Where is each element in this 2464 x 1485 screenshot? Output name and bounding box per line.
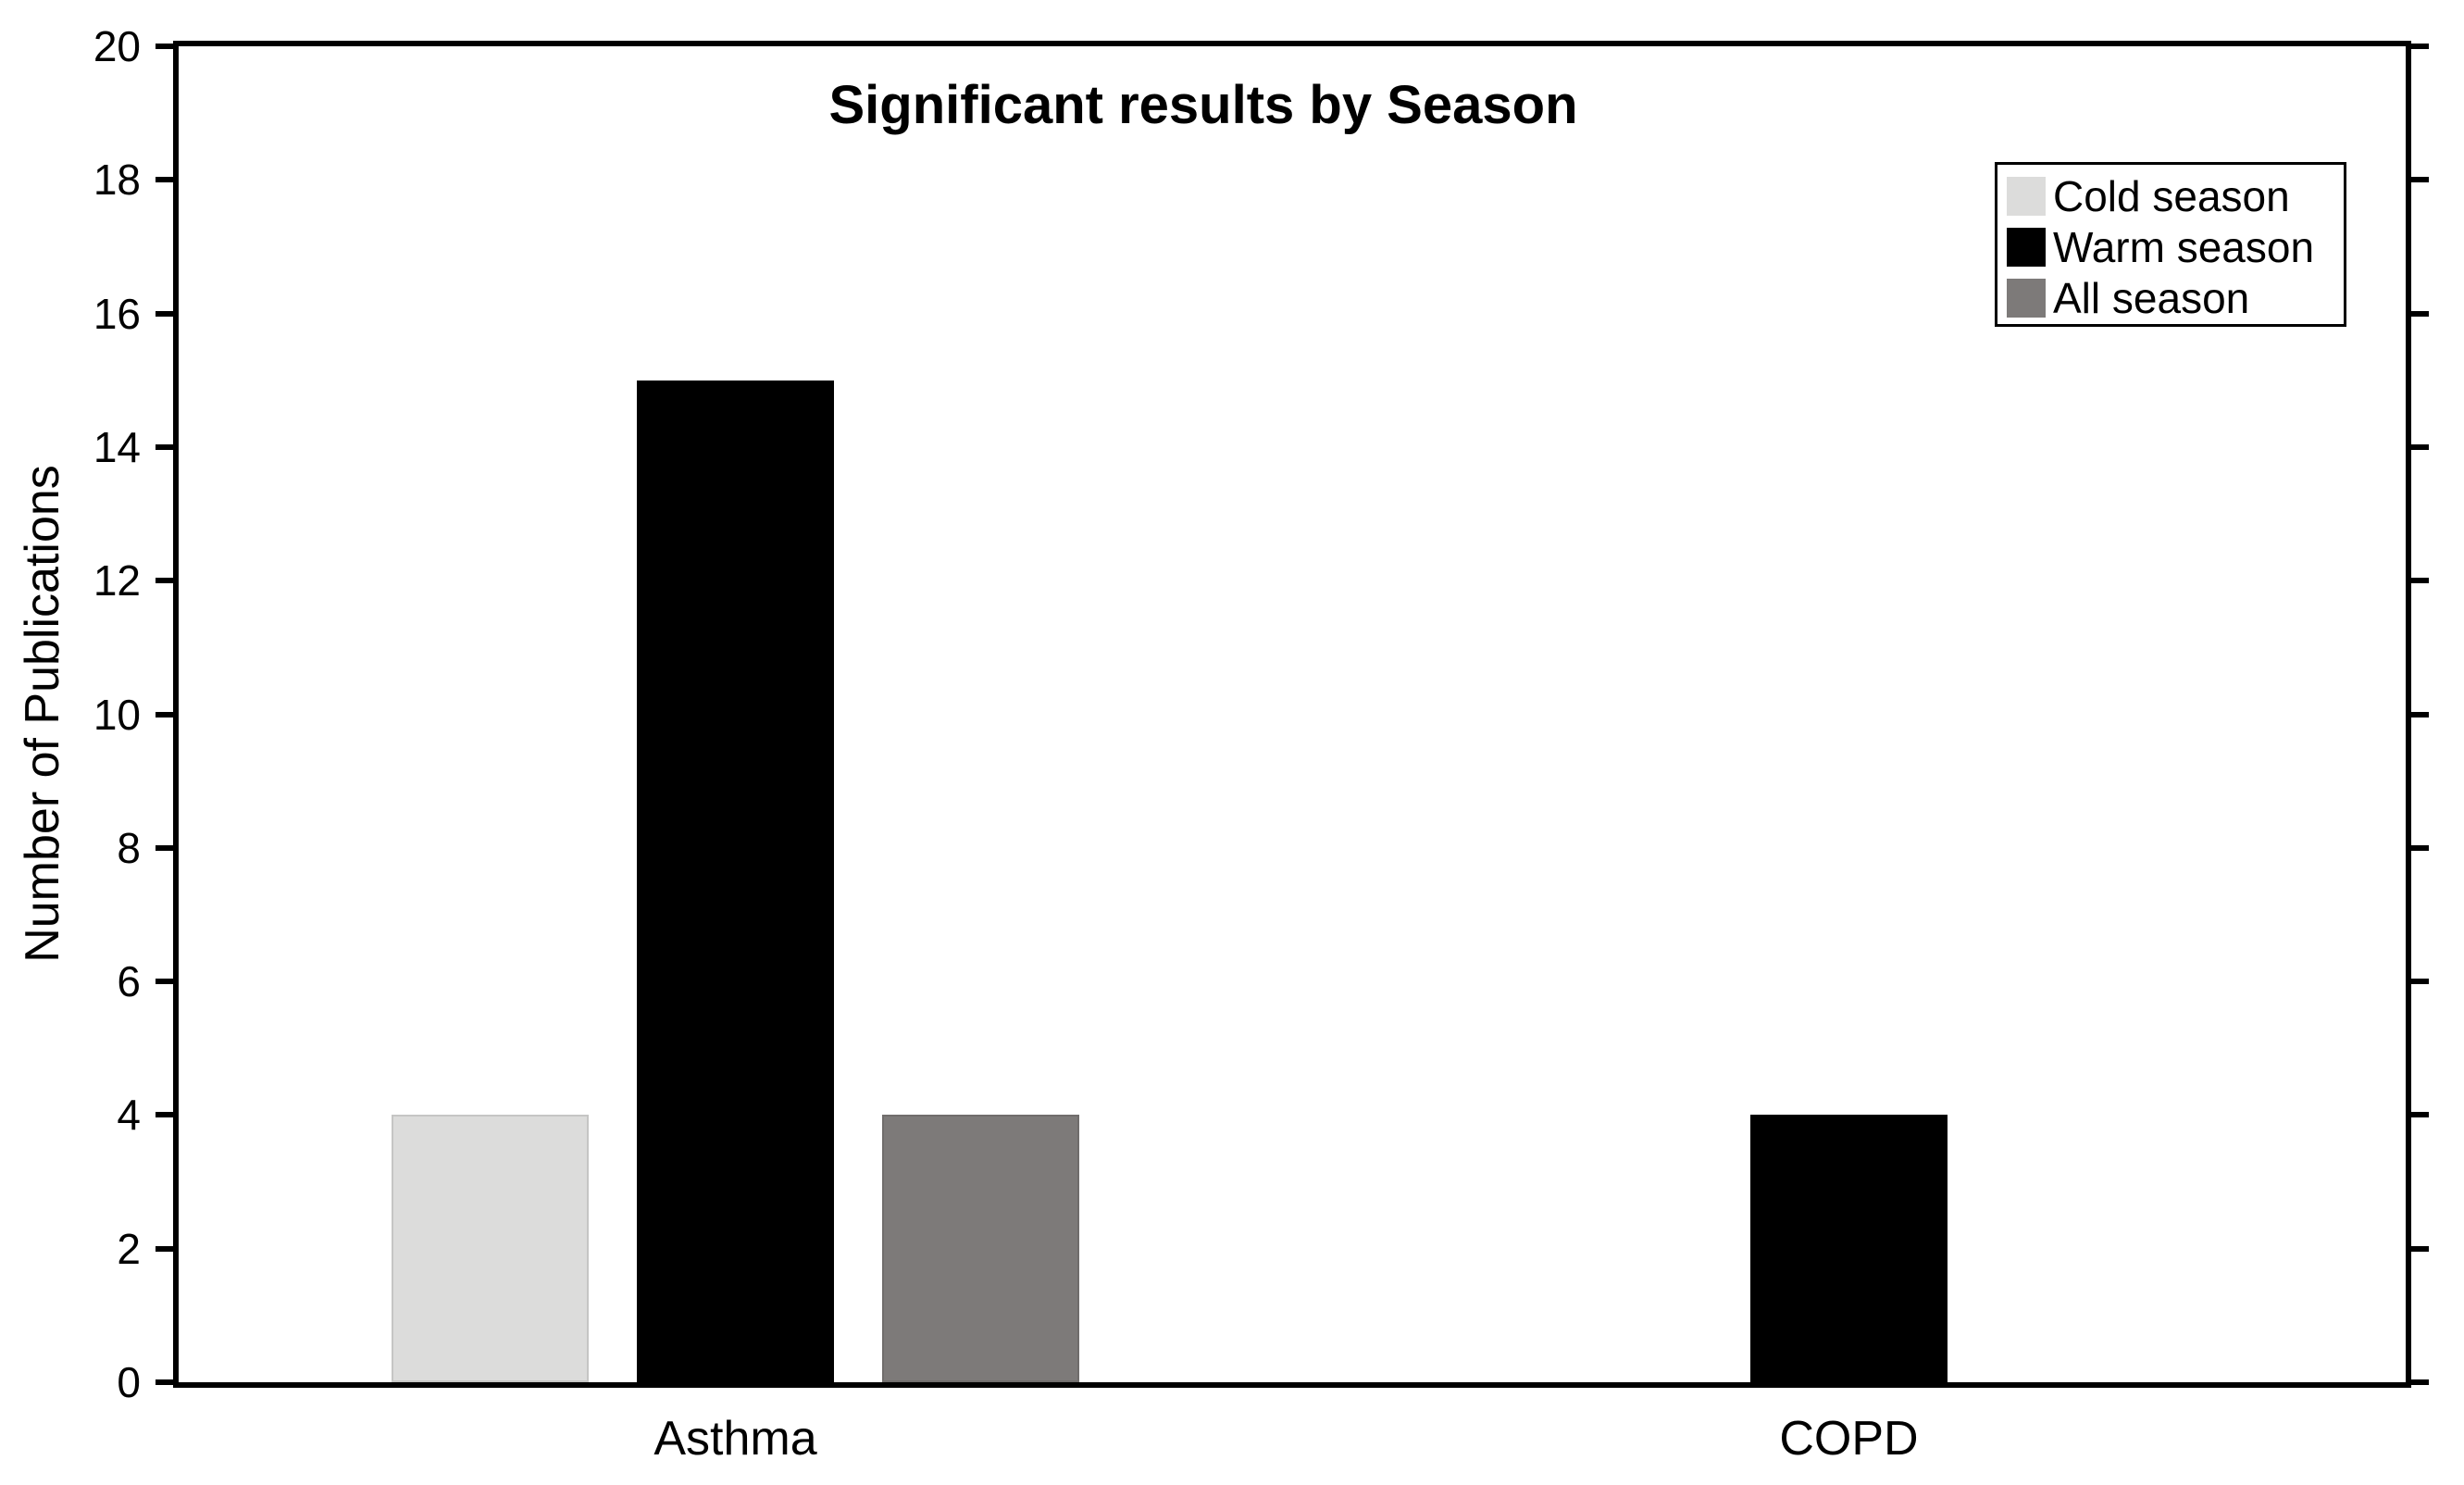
y-tick-right	[2411, 1379, 2429, 1385]
legend-swatch-icon	[2007, 227, 2046, 267]
y-tick-label: 20	[93, 22, 141, 70]
legend-row: Warm season	[2007, 221, 2344, 272]
y-tick-left	[156, 177, 173, 183]
y-tick-left	[156, 1245, 173, 1252]
y-tick-label: 10	[93, 690, 141, 739]
y-tick-right	[2411, 177, 2429, 183]
legend-label: Cold season	[2053, 171, 2290, 220]
y-tick-right	[2411, 979, 2429, 985]
y-tick-left	[156, 310, 173, 317]
y-tick-right	[2411, 44, 2429, 49]
legend-swatch-icon	[2007, 278, 2046, 318]
y-tick-label: 0	[117, 1358, 141, 1406]
y-tick-right	[2411, 578, 2429, 584]
y-tick-left	[156, 44, 173, 49]
bar-cold-season	[392, 1115, 589, 1382]
legend-swatch-icon	[2007, 176, 2046, 216]
bar-warm-season	[637, 380, 834, 1382]
y-tick-right	[2411, 1245, 2429, 1252]
y-tick-right	[2411, 310, 2429, 317]
y-tick-label: 18	[93, 156, 141, 205]
y-tick-label: 12	[93, 556, 141, 605]
y-tick-label: 16	[93, 289, 141, 338]
bar-warm-season	[1750, 1115, 1948, 1382]
y-tick-label: 4	[117, 1091, 141, 1140]
y-tick-right	[2411, 711, 2429, 718]
y-tick-left	[156, 443, 173, 450]
legend-label: All season	[2053, 273, 2250, 322]
legend-row: Cold season	[2007, 170, 2344, 221]
y-tick-left	[156, 578, 173, 584]
y-tick-label: 2	[117, 1224, 141, 1273]
legend-label: Warm season	[2053, 222, 2315, 271]
y-tick-left	[156, 1112, 173, 1118]
bar-all-season	[882, 1115, 1079, 1382]
y-tick-left	[156, 844, 173, 851]
legend-row: All season	[2007, 272, 2344, 323]
y-tick-right	[2411, 443, 2429, 450]
y-tick-right	[2411, 1112, 2429, 1118]
chart-title: Significant results by Season	[828, 75, 1578, 135]
y-tick-label: 8	[117, 823, 141, 872]
y-tick-right	[2411, 844, 2429, 851]
x-category-label: Asthma	[653, 1412, 817, 1466]
y-tick-left	[156, 711, 173, 718]
y-tick-left	[156, 1379, 173, 1385]
y-tick-label: 6	[117, 957, 141, 1006]
y-tick-left	[156, 979, 173, 985]
legend: Cold season Warm season All season	[1995, 162, 2346, 327]
x-category-label: COPD	[1779, 1412, 1919, 1466]
y-tick-label: 14	[93, 422, 141, 471]
